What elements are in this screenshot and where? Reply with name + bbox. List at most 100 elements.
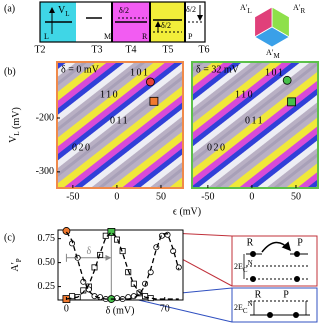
text: 2E bbox=[234, 303, 243, 312]
gate-label: T6 bbox=[198, 44, 209, 55]
marker bbox=[282, 75, 292, 85]
data-point bbox=[62, 227, 71, 235]
text: (mV) bbox=[11, 107, 22, 131]
label: 2ECN bbox=[234, 259, 253, 274]
subscript: L bbox=[248, 7, 252, 15]
data-point bbox=[119, 248, 126, 255]
level-label: P bbox=[297, 237, 303, 248]
level-box bbox=[231, 287, 318, 323]
sup: N bbox=[248, 259, 253, 267]
state-label: 101 bbox=[265, 67, 285, 78]
data-point bbox=[69, 293, 76, 300]
data-point bbox=[164, 231, 171, 238]
y-tick-label: -200 bbox=[36, 112, 54, 123]
color-key-label: A′L bbox=[240, 3, 252, 15]
color-key bbox=[253, 6, 291, 48]
region-label: L bbox=[44, 32, 49, 41]
symbol: V bbox=[58, 5, 66, 16]
subscript: L bbox=[65, 10, 69, 18]
fit-line bbox=[66, 230, 179, 300]
offset-label: δ/2 bbox=[161, 21, 171, 30]
text: V bbox=[8, 135, 19, 143]
data-point bbox=[113, 236, 120, 243]
state-label: 101 bbox=[130, 67, 150, 78]
electron bbox=[267, 312, 273, 318]
data-point bbox=[142, 293, 149, 300]
fit-line bbox=[65, 231, 180, 300]
schematic-segment bbox=[76, 2, 112, 42]
x-tick-label: 0 bbox=[249, 191, 254, 202]
x-tick-label: -50 bbox=[66, 191, 79, 202]
electron bbox=[250, 276, 256, 282]
sup: N bbox=[248, 300, 253, 308]
state-label: 011 bbox=[245, 115, 264, 126]
electron bbox=[250, 251, 256, 257]
x-tick-label: 50 bbox=[291, 191, 301, 202]
transfer-arrow bbox=[261, 241, 291, 253]
panel-label: (b) bbox=[4, 66, 16, 77]
gate-label: T5 bbox=[162, 44, 173, 55]
annotation: δ bbox=[87, 246, 92, 257]
y-tick-label: 0.50 bbox=[38, 257, 56, 268]
x-tick-label: -50 bbox=[201, 191, 214, 202]
sub: L bbox=[13, 131, 21, 135]
text: A′ bbox=[10, 262, 21, 271]
data-point bbox=[130, 280, 137, 287]
heatmap-border bbox=[56, 61, 184, 189]
sub: P bbox=[15, 258, 23, 262]
offset-label: δ/2 bbox=[186, 5, 196, 14]
offset-label: δ/2 bbox=[119, 6, 129, 15]
state-label: 110 bbox=[100, 89, 119, 100]
gate-label: T2 bbox=[34, 44, 45, 55]
symbol: A′ bbox=[293, 3, 301, 12]
gate-label: T3 bbox=[91, 44, 102, 55]
marker bbox=[287, 97, 296, 107]
symbol: A′ bbox=[240, 3, 248, 12]
electron bbox=[294, 276, 300, 282]
heatmap-image bbox=[192, 62, 318, 188]
x-tick-label: 70 bbox=[160, 303, 170, 314]
panel-label: (c) bbox=[4, 232, 15, 243]
panel-label: (a) bbox=[4, 3, 15, 14]
data-point bbox=[113, 295, 120, 302]
electron bbox=[293, 312, 299, 318]
label: A′P bbox=[10, 258, 22, 271]
color-key-label: A′R bbox=[293, 3, 306, 15]
x-tick-label: 0 bbox=[114, 191, 119, 202]
level-label: R bbox=[247, 237, 254, 248]
heatmap-border bbox=[191, 61, 319, 189]
subscript: R bbox=[301, 7, 306, 15]
data-point bbox=[107, 228, 116, 236]
region-label: R bbox=[142, 32, 148, 41]
data-point bbox=[175, 264, 182, 271]
x-tick-label: 50 bbox=[156, 191, 166, 202]
y-tick-label: -300 bbox=[36, 166, 54, 177]
region-label: P bbox=[188, 32, 193, 41]
state-label: 011 bbox=[110, 115, 129, 126]
cube-face bbox=[253, 26, 291, 48]
schematic-overlay bbox=[39, 1, 206, 43]
electron bbox=[294, 251, 300, 257]
annotation: δ = 0 mV bbox=[61, 64, 100, 75]
state-label: 110 bbox=[235, 89, 254, 100]
text: 2E bbox=[234, 262, 243, 271]
state-label: 020 bbox=[72, 142, 92, 153]
region-label: M bbox=[104, 32, 111, 41]
level-label: P bbox=[283, 289, 289, 300]
subscript: M bbox=[274, 52, 281, 60]
sub: C bbox=[243, 266, 248, 274]
y-tick-label: 0.25 bbox=[38, 281, 56, 292]
sub: C bbox=[243, 307, 248, 315]
level-label: R bbox=[255, 289, 262, 300]
marker bbox=[145, 77, 155, 87]
annotation: δ = 32 mV bbox=[196, 64, 240, 75]
x-axis-label: δ (mV) bbox=[106, 305, 135, 316]
label: 2ECN bbox=[234, 300, 253, 315]
x-axis-label: ϵ (mV) bbox=[173, 206, 201, 217]
gate-label: T4 bbox=[125, 44, 136, 55]
label: VL (mV) bbox=[8, 107, 22, 143]
level-box bbox=[231, 235, 318, 287]
